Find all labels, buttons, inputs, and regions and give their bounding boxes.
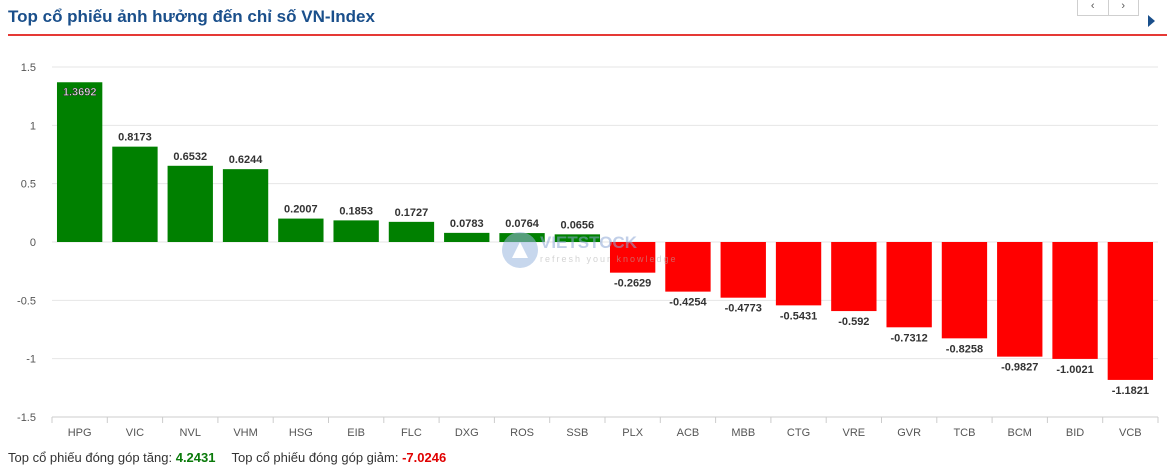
- chart-header: Top cổ phiếu ảnh hưởng đến chỉ số VN-Ind…: [0, 0, 1167, 36]
- title-underline: [8, 34, 1167, 36]
- x-tick-label: DXG: [455, 427, 479, 439]
- caret-right-icon[interactable]: [1148, 15, 1155, 27]
- bar-ctg: [775, 242, 822, 306]
- x-tick-label: HSG: [289, 427, 313, 439]
- data-label: 0.8173: [118, 132, 152, 144]
- x-tick-label: BID: [1066, 427, 1084, 439]
- data-label: -0.9827: [1001, 362, 1038, 374]
- data-label: 0.6532: [173, 151, 207, 163]
- y-tick-label: 0: [30, 237, 36, 249]
- prev-button[interactable]: ‹: [1078, 0, 1109, 15]
- y-tick-label: -0.5: [17, 295, 36, 307]
- x-tick-label: MBB: [731, 427, 755, 439]
- bar-hpg: [56, 82, 103, 242]
- data-label: -0.4254: [669, 297, 707, 309]
- up-summary-value: 4.2431: [175, 450, 216, 465]
- summary-footer: Top cổ phiếu đóng góp tăng: 4.2431 Top c…: [8, 450, 446, 465]
- bar-eib: [333, 220, 379, 242]
- data-label: -1.0021: [1056, 364, 1093, 376]
- bar-vcb: [1107, 242, 1154, 380]
- data-label: -0.8258: [946, 343, 983, 355]
- x-tick-label: SSB: [566, 427, 588, 439]
- data-label: 0.0764: [505, 218, 540, 230]
- x-tick-label: FLC: [401, 427, 422, 439]
- data-label: 0.1727: [395, 207, 429, 219]
- x-tick-label: ACB: [677, 427, 700, 439]
- bar-plx: [609, 242, 656, 273]
- data-label: 0.1853: [339, 205, 373, 217]
- y-tick-label: 1.5: [21, 62, 36, 74]
- next-button[interactable]: ›: [1121, 0, 1126, 12]
- bar-hsg: [278, 218, 324, 242]
- data-label: -0.4773: [725, 303, 762, 315]
- down-summary-label: Top cổ phiếu đóng góp giảm:: [231, 450, 399, 465]
- x-tick-label: EIB: [347, 427, 365, 439]
- x-tick-label: ROS: [510, 427, 534, 439]
- bar-nvl: [167, 165, 213, 242]
- x-tick-label: CTG: [787, 427, 810, 439]
- bar-vhm: [222, 169, 269, 242]
- x-tick-label: VCB: [1119, 427, 1142, 439]
- data-label: 0.0656: [561, 219, 595, 231]
- data-label: 0.2007: [284, 204, 318, 216]
- down-summary-value: -7.0246: [402, 450, 447, 465]
- x-tick-label: NVL: [180, 427, 201, 439]
- x-tick-label: VRE: [843, 427, 866, 439]
- x-tick-label: VHM: [233, 427, 257, 439]
- x-tick-label: GVR: [897, 427, 921, 439]
- bar-bid: [1052, 242, 1098, 359]
- data-label: -0.7312: [890, 332, 927, 344]
- bar-mbb: [720, 242, 766, 298]
- y-tick-label: 1: [30, 120, 36, 132]
- pager: ‹ ›: [1077, 0, 1139, 16]
- x-tick-label: HPG: [68, 427, 92, 439]
- data-label: -0.5431: [780, 310, 817, 322]
- data-label: -0.2629: [614, 278, 651, 290]
- bar-bcm: [997, 242, 1043, 357]
- y-tick-label: 0.5: [21, 179, 36, 191]
- x-tick-label: PLX: [622, 427, 643, 439]
- bar-chart: 1.5 1 0.5 0 -0.5 -1 -1.5 HPG 1.3692 VIC 0.8173 NVL 0…: [17, 62, 1159, 439]
- y-tick-label: -1.5: [17, 412, 36, 424]
- data-label: 0.0783: [450, 218, 484, 230]
- x-tick-label: BCM: [1008, 427, 1032, 439]
- up-summary-label: Top cổ phiếu đóng góp tăng:: [8, 450, 173, 465]
- bar-dxg: [444, 232, 490, 242]
- data-label: 1.3692: [63, 86, 97, 98]
- bar-vic: [112, 146, 158, 242]
- bar-tcb: [941, 242, 988, 339]
- bar-ros: [499, 233, 545, 242]
- bar-ssb: [554, 234, 601, 242]
- y-tick-label: -1: [26, 354, 36, 366]
- bar-acb: [665, 242, 711, 292]
- chart-title: Top cổ phiếu ảnh hưởng đến chỉ số VN-Ind…: [8, 7, 375, 26]
- bar-gvr: [886, 242, 932, 328]
- data-label: 0.6244: [229, 154, 264, 166]
- data-label: -1.1821: [1112, 385, 1149, 397]
- bar-flc: [388, 221, 435, 242]
- x-tick-label: VIC: [126, 427, 144, 439]
- data-label: -0.592: [838, 316, 869, 328]
- bar-vre: [831, 242, 877, 312]
- x-tick-label: TCB: [953, 427, 975, 439]
